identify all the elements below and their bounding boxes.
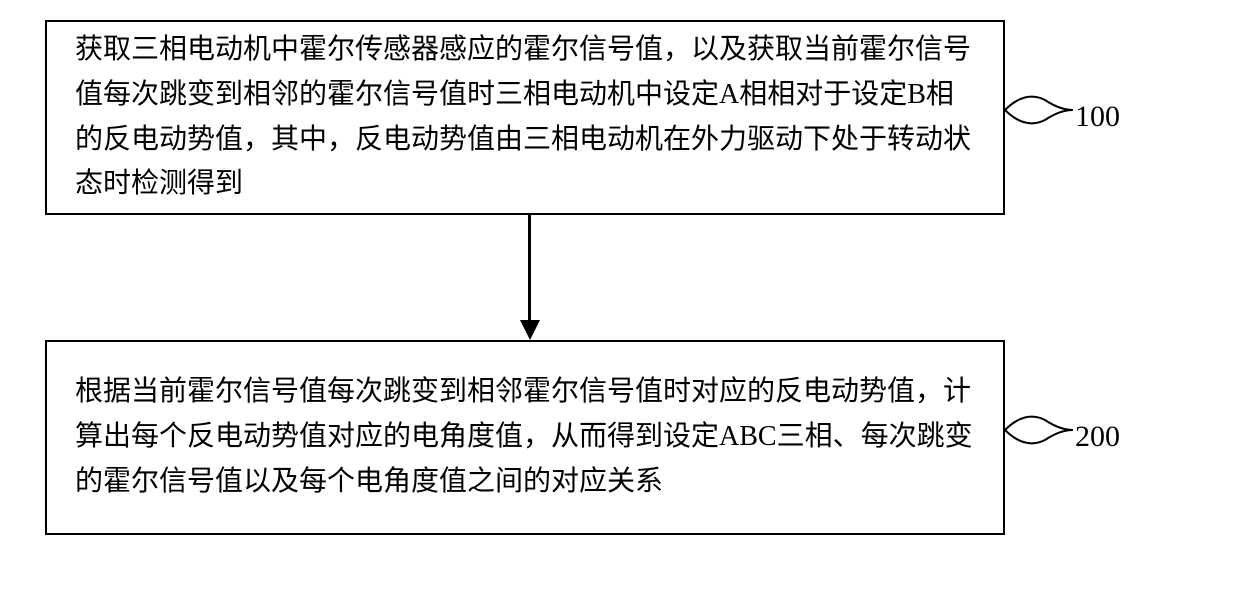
step-label-200: 200	[1075, 420, 1120, 454]
connector-curve-100	[1005, 85, 1080, 135]
connector-curve-200	[1005, 405, 1080, 455]
flow-step-100: 获取三相电动机中霍尔传感器感应的霍尔信号值，以及获取当前霍尔信号值每次跳变到相邻…	[45, 20, 1005, 215]
arrow-line	[528, 215, 531, 325]
flow-step-100-text: 获取三相电动机中霍尔传感器感应的霍尔信号值，以及获取当前霍尔信号值每次跳变到相邻…	[75, 28, 975, 207]
flowchart-container: 获取三相电动机中霍尔传感器感应的霍尔信号值，以及获取当前霍尔信号值每次跳变到相邻…	[0, 0, 1240, 590]
flow-step-200-text: 根据当前霍尔信号值每次跳变到相邻霍尔信号值时对应的反电动势值，计算出每个反电动势…	[75, 370, 975, 504]
step-label-100: 100	[1075, 100, 1120, 134]
arrow-head-icon	[520, 320, 540, 340]
flow-step-200: 根据当前霍尔信号值每次跳变到相邻霍尔信号值时对应的反电动势值，计算出每个反电动势…	[45, 340, 1005, 535]
flow-arrow	[520, 215, 540, 340]
